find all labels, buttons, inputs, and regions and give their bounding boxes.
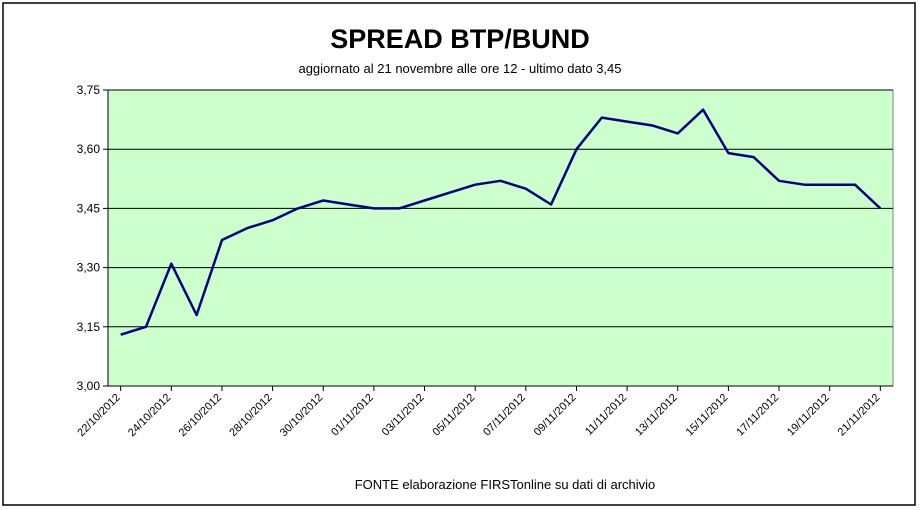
y-tick-label: 3,60: [77, 142, 101, 156]
plot-area: [107, 89, 894, 387]
chart-title: SPREAD BTP/BUND: [330, 24, 590, 54]
chart-footer: FONTE elaborazione FIRSTonline su dati d…: [355, 477, 656, 492]
chart-subtitle: aggiornato al 21 novembre alle ore 12 - …: [298, 61, 621, 76]
y-tick-label: 3,75: [77, 83, 101, 97]
series-line: [120, 108, 882, 336]
y-tick-label: 3,45: [77, 201, 101, 215]
y-tick-label: 3,15: [77, 320, 101, 334]
y-tick-label: 3,00: [77, 379, 101, 393]
y-tick-label: 3,30: [77, 261, 101, 275]
